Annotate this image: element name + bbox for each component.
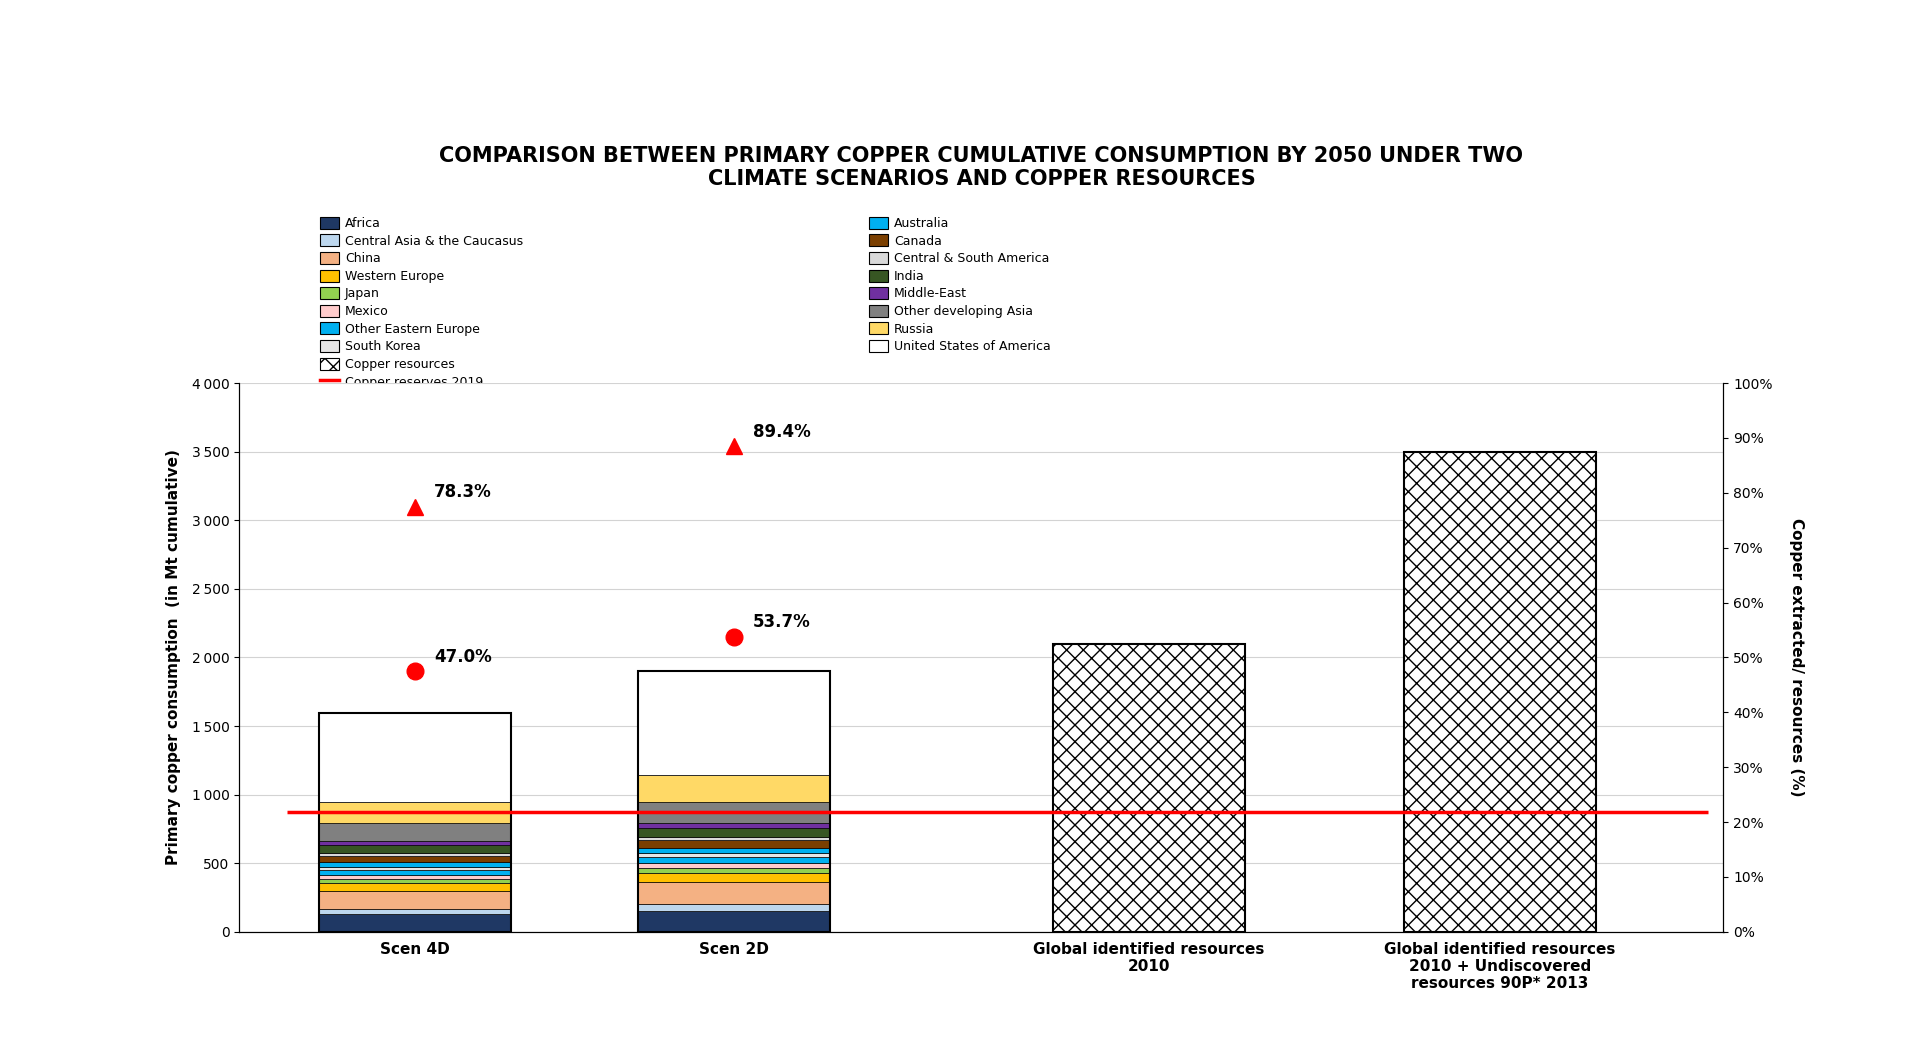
Bar [637,775,829,802]
Bar [320,853,511,855]
Bar [320,879,511,883]
Text: 47.0%: 47.0% [434,647,492,666]
Bar [637,671,829,932]
Bar [320,842,511,845]
Bar [320,855,511,862]
Bar [1053,644,1244,932]
Text: COMPARISON BETWEEN PRIMARY COPPER CUMULATIVE CONSUMPTION BY 2050 UNDER TWO
CLIMA: COMPARISON BETWEEN PRIMARY COPPER CUMULA… [438,146,1524,188]
Bar [320,713,511,802]
Text: 53.7%: 53.7% [752,614,810,631]
Bar [320,909,511,914]
Bar [320,891,511,909]
Bar [637,904,829,911]
Bar [320,875,511,879]
Bar [320,870,511,875]
Y-axis label: Copper extracted/ resources (%): Copper extracted/ resources (%) [1788,518,1803,797]
Legend: Australia, Canada, Central & South America, India, Middle-East, Other developing: Australia, Canada, Central & South Ameri… [869,217,1414,406]
Bar [1403,451,1594,932]
Bar [320,862,511,867]
Y-axis label: Primary copper consumption  (in Mt cumulative): Primary copper consumption (in Mt cumula… [167,449,180,866]
Bar [1403,451,1594,932]
Bar [637,848,829,853]
Bar [320,914,511,932]
Bar [320,883,511,891]
Bar [637,828,829,837]
Bar [320,802,511,823]
Text: 78.3%: 78.3% [434,483,492,500]
Bar [637,882,829,904]
Bar [320,713,511,932]
Bar [320,867,511,870]
Bar [1053,644,1244,932]
Bar [637,911,829,932]
Bar [637,863,829,868]
Bar [637,802,829,823]
Bar [637,837,829,840]
Bar [637,853,829,857]
Bar [637,873,829,882]
Text: 89.4%: 89.4% [752,423,810,441]
Bar [637,823,829,828]
Bar [320,823,511,842]
Bar [637,857,829,863]
Bar [637,840,829,848]
Bar [320,845,511,853]
Bar [637,868,829,873]
Bar [637,671,829,775]
